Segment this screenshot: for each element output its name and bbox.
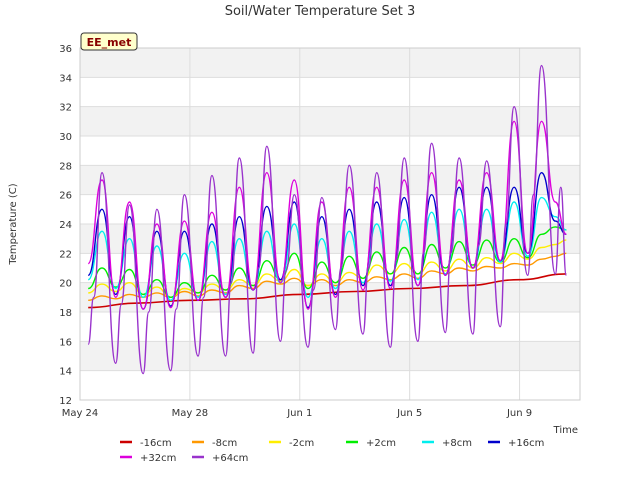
site-label-box: EE_met (80, 32, 138, 51)
legend-label: +8cm (442, 438, 472, 449)
plot-band (80, 77, 580, 107)
plot-band (80, 312, 580, 342)
series-lines (87, 64, 567, 375)
y-tick-label: 20 (59, 279, 72, 290)
x-axis-label: Time (553, 425, 578, 436)
y-axis-ticks: 12 14 16 18 20 22 24 26 28 30 32 34 36 (59, 44, 72, 407)
x-tick-label: May 28 (172, 408, 209, 419)
y-axis-label: Temperature (C) (8, 183, 19, 265)
plot-band (80, 370, 580, 400)
plot-band (80, 106, 580, 136)
y-tick-label: 28 (59, 161, 72, 172)
y-tick-label: 12 (59, 396, 72, 407)
y-tick-label: 16 (59, 337, 72, 348)
y-tick-label: 32 (59, 103, 72, 114)
y-tick-label: 26 (59, 191, 72, 202)
legend-item: -16cm (120, 438, 172, 449)
legend-item: +2cm (346, 438, 396, 449)
legend: -16cm -8cm -2cm +2cm +8cm +16cm +32cm +64cm (120, 438, 544, 464)
x-tick-label: May 24 (62, 408, 99, 419)
legend-item: +8cm (422, 438, 472, 449)
plot-band (80, 48, 580, 78)
plot-band (80, 341, 580, 371)
plot-band (80, 165, 580, 195)
x-tick-label: Jun 1 (286, 408, 312, 419)
legend-item: +16cm (488, 438, 544, 449)
y-tick-label: 14 (59, 367, 72, 378)
y-tick-label: 24 (59, 220, 72, 231)
series-line-16cm (88, 273, 567, 309)
series-line-64cm (87, 64, 567, 375)
x-tick-label: Jun 9 (506, 408, 532, 419)
x-axis-ticks: May 24 May 28 Jun 1 Jun 5 Jun 9 (62, 408, 532, 419)
legend-label: -16cm (140, 438, 172, 449)
legend-label: +32cm (140, 453, 176, 464)
plot-band (80, 136, 580, 166)
y-tick-label: 22 (59, 249, 72, 260)
legend-item: +32cm (120, 453, 176, 464)
plot-frame (79, 47, 581, 401)
y-tick-label: 34 (59, 73, 72, 84)
legend-label: -2cm (289, 438, 314, 449)
legend-label: +2cm (366, 438, 396, 449)
x-tick-label: Jun 5 (396, 408, 422, 419)
legend-item: -8cm (192, 438, 237, 449)
plot-band (80, 194, 580, 224)
legend-item: +64cm (192, 453, 248, 464)
chart-title: Soil/Water Temperature Set 3 (225, 4, 416, 19)
y-tick-label: 30 (59, 132, 72, 143)
legend-label: +16cm (508, 438, 544, 449)
site-label: EE_met (87, 36, 132, 49)
legend-item: -2cm (269, 438, 314, 449)
y-tick-label: 36 (59, 44, 72, 55)
legend-label: +64cm (212, 453, 248, 464)
y-tick-label: 18 (59, 308, 72, 319)
legend-label: -8cm (212, 438, 237, 449)
